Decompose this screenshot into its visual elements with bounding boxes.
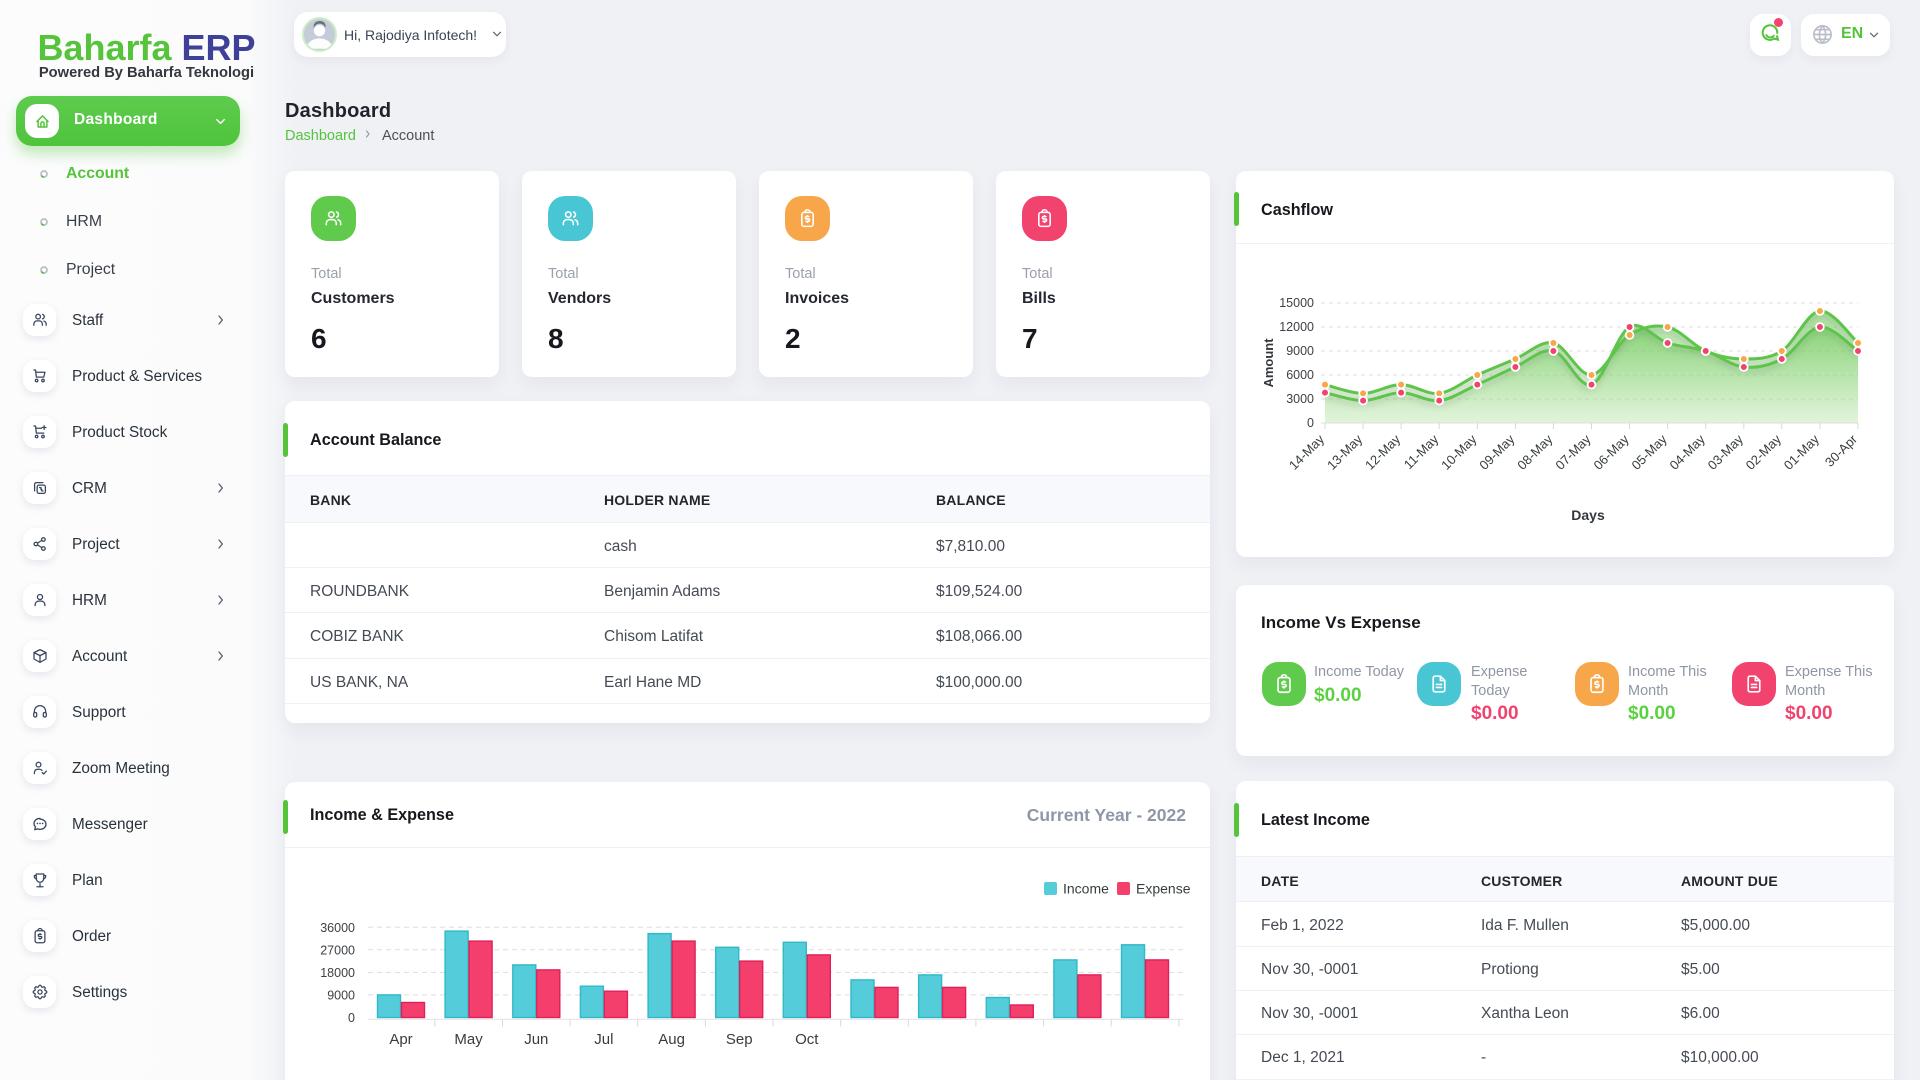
svg-text:03-May: 03-May: [1705, 431, 1747, 473]
svg-text:30-Apr: 30-Apr: [1822, 431, 1861, 470]
svg-text:15000: 15000: [1279, 296, 1314, 310]
svg-text:Sep: Sep: [726, 1031, 753, 1048]
svg-text:May: May: [454, 1031, 483, 1048]
svg-text:Expense: Expense: [1136, 881, 1191, 897]
svg-text:6000: 6000: [1286, 368, 1314, 382]
svg-text:Days: Days: [1571, 507, 1605, 523]
svg-text:3000: 3000: [1286, 392, 1314, 406]
svg-text:0: 0: [1307, 416, 1314, 430]
svg-text:01-May: 01-May: [1781, 431, 1823, 473]
svg-text:05-May: 05-May: [1628, 431, 1670, 473]
svg-text:06-May: 06-May: [1590, 431, 1632, 473]
svg-text:12-May: 12-May: [1362, 431, 1404, 473]
svg-text:9000: 9000: [327, 988, 355, 1002]
svg-text:Aug: Aug: [658, 1031, 685, 1048]
svg-text:11-May: 11-May: [1401, 431, 1442, 472]
svg-text:13-May: 13-May: [1324, 431, 1366, 473]
svg-text:Apr: Apr: [389, 1031, 412, 1048]
svg-text:02-May: 02-May: [1743, 431, 1785, 473]
svg-text:Amount: Amount: [1261, 338, 1276, 388]
svg-text:12000: 12000: [1279, 320, 1314, 334]
svg-text:9000: 9000: [1286, 344, 1314, 358]
svg-text:07-May: 07-May: [1552, 431, 1594, 473]
svg-text:36000: 36000: [320, 921, 355, 935]
svg-text:10-May: 10-May: [1438, 431, 1480, 473]
svg-text:Oct: Oct: [795, 1031, 819, 1048]
svg-text:18000: 18000: [320, 966, 355, 980]
svg-text:14-May: 14-May: [1286, 431, 1328, 473]
svg-text:04-May: 04-May: [1667, 431, 1709, 473]
svg-text:08-May: 08-May: [1514, 431, 1556, 473]
svg-text:27000: 27000: [320, 943, 355, 957]
svg-text:Jun: Jun: [524, 1031, 548, 1048]
svg-text:Jul: Jul: [594, 1031, 613, 1048]
svg-text:09-May: 09-May: [1476, 431, 1518, 473]
svg-text:Income: Income: [1063, 881, 1109, 897]
svg-text:0: 0: [348, 1011, 355, 1025]
